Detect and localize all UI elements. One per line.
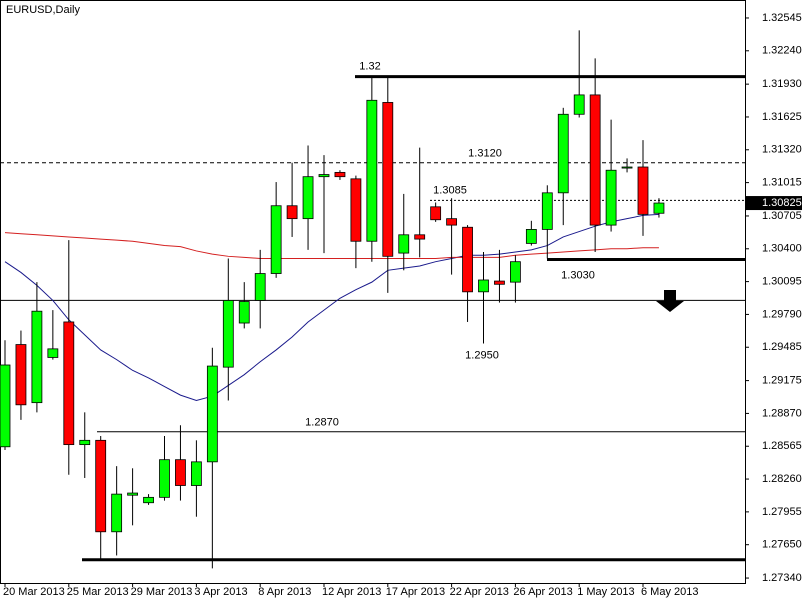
candle-body: [462, 226, 473, 293]
candle-body: [175, 459, 186, 486]
y-tick-label: 1.30400: [762, 243, 802, 255]
y-tick-label: 1.30705: [762, 210, 802, 222]
last-price-label: 1.30825: [762, 197, 802, 209]
candle-body: [446, 218, 458, 226]
candle-body: [15, 344, 27, 406]
y-tick-label: 1.28565: [762, 440, 802, 452]
chart-title: EURUSD,Daily: [6, 4, 80, 16]
candle-body: [605, 169, 617, 226]
candle-body: [541, 192, 553, 230]
plot-frame: [0, 0, 746, 584]
candle-body: [318, 174, 330, 178]
y-tick-label: 1.31015: [762, 177, 802, 189]
y-tick-label: 1.27955: [762, 506, 802, 518]
candle-body: [366, 99, 378, 242]
moving-average: [4, 213, 659, 402]
y-tick-label: 1.30095: [762, 276, 802, 288]
candle-body: [190, 461, 202, 486]
candle-body: [334, 171, 346, 178]
x-tick-label: 20 Mar 2013: [3, 586, 65, 598]
candle-body: [286, 205, 298, 220]
y-tick-label: 1.32545: [762, 12, 802, 24]
candle-body: [79, 439, 91, 446]
candle-body: [254, 273, 266, 301]
candle-body: [47, 348, 59, 358]
y-tick-label: 1.29485: [762, 341, 802, 353]
candle-body: [270, 205, 282, 274]
x-tick-label: 29 Mar 2013: [131, 586, 193, 598]
candle-body: [494, 280, 505, 285]
candle-body: [382, 102, 394, 257]
x-tick-label: 17 Apr 2013: [386, 586, 445, 598]
y-tick-label: 1.32240: [762, 45, 802, 57]
y-tick-label: 1.31625: [762, 111, 802, 123]
moving-average: [4, 232, 659, 259]
candle-body: [222, 300, 234, 368]
candle-body: [478, 279, 489, 293]
x-tick-label: 1 May 2013: [577, 586, 634, 598]
candle-body: [350, 178, 362, 242]
y-tick-label: 1.31320: [762, 144, 802, 156]
x-tick-label: 22 Apr 2013: [450, 586, 509, 598]
last-price-box: [746, 196, 802, 211]
candle-body: [621, 166, 633, 169]
x-tick-label: 3 Apr 2013: [194, 586, 247, 598]
candle-body: [430, 206, 442, 221]
candle-body: [111, 493, 123, 533]
x-tick-label: 6 May 2013: [641, 586, 698, 598]
y-tick-label: 1.27650: [762, 539, 802, 551]
level-label: 1.3085: [433, 184, 467, 196]
y-tick-label: 1.28260: [762, 473, 802, 485]
candle-body: [637, 166, 649, 215]
candle-body: [143, 496, 154, 504]
candle-body: [63, 321, 75, 446]
candle-body: [509, 261, 521, 283]
level-label: 1.2870: [305, 417, 339, 429]
y-tick-label: 1.31930: [762, 78, 802, 90]
x-tick-label: 8 Apr 2013: [258, 586, 311, 598]
candle-body: [557, 113, 569, 194]
candle-body: [398, 234, 410, 254]
y-tick-label: 1.27340: [762, 572, 802, 584]
candle-body: [95, 439, 107, 533]
candle-body: [127, 492, 138, 496]
candle-body: [525, 229, 537, 244]
y-tick-label: 1.29790: [762, 308, 802, 320]
candle-body: [0, 364, 11, 448]
candle-body: [573, 94, 585, 115]
x-tick-label: 25 Mar 2013: [67, 586, 129, 598]
y-tick-label: 1.29175: [762, 375, 802, 387]
y-tick-label: 1.28870: [762, 407, 802, 419]
candle-body: [159, 459, 170, 498]
annotation: 1.2950: [465, 350, 499, 362]
candle-body: [414, 234, 426, 240]
candle-body: [238, 301, 250, 324]
candle-body: [302, 176, 314, 220]
candle-body: [589, 94, 601, 226]
candle-body: [31, 310, 43, 404]
candle-body: [206, 365, 218, 463]
down-arrow: [656, 290, 684, 312]
x-tick-label: 26 Apr 2013: [513, 586, 572, 598]
candle-body: [653, 202, 665, 214]
x-tick-label: 12 Apr 2013: [322, 586, 381, 598]
level-label: 1.3030: [561, 269, 595, 281]
level-label: 1.3120: [468, 148, 502, 160]
level-label: 1.32: [359, 61, 380, 73]
